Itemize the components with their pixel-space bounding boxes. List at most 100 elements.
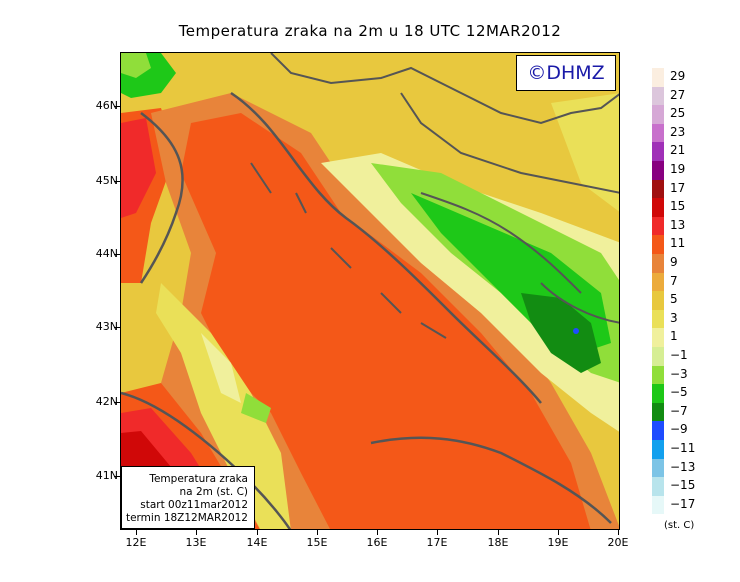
legend-label: −1 (670, 348, 688, 362)
lat-tick-mark (114, 327, 120, 328)
lon-label: 16E (366, 536, 388, 549)
legend-label: 27 (670, 87, 686, 102)
lat-label: 42N (95, 395, 118, 408)
legend-unit: (st. C) (664, 520, 695, 531)
legend-swatch (652, 402, 664, 422)
legend-label: −13 (670, 459, 696, 474)
lon-tick-mark (136, 530, 137, 535)
po-valley-hot-area (121, 118, 156, 218)
italy-coastline (139, 112, 184, 284)
lat-label: 41N (95, 469, 118, 482)
lon-label: 19E (547, 536, 569, 549)
dhmz-logo: ©DHMZ (516, 55, 616, 91)
lat-label: 45N (95, 174, 118, 187)
legend-swatch (652, 161, 664, 180)
lat-label: 43N (95, 320, 118, 333)
legend-swatch (652, 254, 664, 273)
info-box: Temperatura zraka na 2m (st. C) start 00… (121, 466, 255, 529)
legend-swatch (652, 142, 664, 161)
legend-label: 17 (670, 180, 686, 195)
lon-tick-mark (196, 530, 197, 535)
legend-swatch (652, 365, 664, 385)
legend-swatch (652, 309, 664, 329)
alps-cool-area (121, 53, 151, 78)
legend-swatch (652, 235, 664, 254)
legend-swatch (652, 440, 664, 459)
map-svg (121, 53, 619, 529)
legend-label: 1 (670, 329, 678, 344)
legend-label: −15 (670, 478, 696, 493)
apennine-cool (156, 283, 291, 529)
legend-swatch (652, 68, 664, 87)
northern-border (270, 53, 619, 125)
legend-label: −11 (670, 441, 696, 455)
legend-label: 23 (670, 124, 686, 139)
lat-label: 46N (95, 99, 118, 112)
lon-tick-mark (437, 530, 438, 535)
dinaric-coldest (521, 293, 601, 373)
lat-tick-mark (114, 476, 120, 477)
info-line: start 00z11mar2012 (140, 499, 248, 511)
legend-swatch (652, 179, 664, 199)
legend-swatch (652, 384, 664, 403)
legend-swatch (652, 123, 664, 143)
lon-label: 13E (185, 536, 207, 549)
sava-border (400, 92, 619, 194)
legend-swatch (652, 105, 664, 124)
legend-label: 15 (670, 199, 686, 214)
lon-label: 15E (306, 536, 328, 549)
legend-label: 29 (670, 69, 686, 83)
legend-label: 19 (670, 162, 686, 176)
lat-label: 44N (95, 247, 118, 260)
lon-tick-mark (257, 530, 258, 535)
legend-label: −17 (670, 496, 696, 511)
bosnia-border (420, 192, 582, 294)
legend-swatch (652, 198, 664, 217)
croatian-coastline (230, 91, 542, 404)
legend-label: −3 (670, 366, 688, 381)
lon-tick-mark (377, 530, 378, 535)
legend-swatch (652, 347, 664, 366)
info-line: na 2m (st. C) (179, 486, 248, 498)
map-title: Temperatura zraka na 2m u 18 UTC 12MAR20… (178, 22, 562, 40)
lat-tick-mark (114, 402, 120, 403)
legend-label: −5 (670, 385, 688, 400)
temperature-map (120, 52, 620, 530)
lat-tick-mark (114, 106, 120, 107)
legend-label: 3 (670, 310, 678, 325)
legend-label: −9 (670, 422, 688, 437)
legend-label: 7 (670, 273, 678, 288)
lon-tick-mark (618, 530, 619, 535)
legend-swatch (652, 495, 664, 515)
legend-swatch (652, 477, 664, 496)
legend-label: 21 (670, 143, 686, 158)
cold-spot (573, 328, 579, 334)
montenegro-border (540, 282, 619, 324)
lon-tick-mark (558, 530, 559, 535)
legend-swatch (652, 86, 664, 106)
legend-swatch (652, 291, 664, 310)
lon-label: 14E (246, 536, 268, 549)
apennine-peak-2 (241, 393, 271, 423)
dinaric-cool-band (321, 153, 619, 432)
apennine-peak-1 (201, 333, 241, 403)
legend-label: 25 (670, 106, 686, 121)
lon-tick-mark (498, 530, 499, 535)
info-line: termin 18Z12MAR2012 (125, 512, 248, 524)
legend-swatch (652, 328, 664, 347)
legend-swatch (652, 458, 664, 478)
legend-label: 11 (670, 236, 686, 251)
pannonian-plain (401, 53, 619, 223)
legend-label: 5 (670, 292, 678, 307)
lon-label: 18E (487, 536, 509, 549)
legend-label: −7 (670, 403, 688, 418)
adriatic-islands (250, 162, 447, 339)
lon-label: 12E (125, 536, 147, 549)
adriatic-sea (181, 113, 591, 529)
lat-tick-mark (114, 254, 120, 255)
legend-swatch (652, 421, 664, 440)
lon-label: 17E (426, 536, 448, 549)
lon-tick-mark (317, 530, 318, 535)
legend-swatch (652, 272, 664, 292)
legend-swatch (652, 216, 664, 236)
